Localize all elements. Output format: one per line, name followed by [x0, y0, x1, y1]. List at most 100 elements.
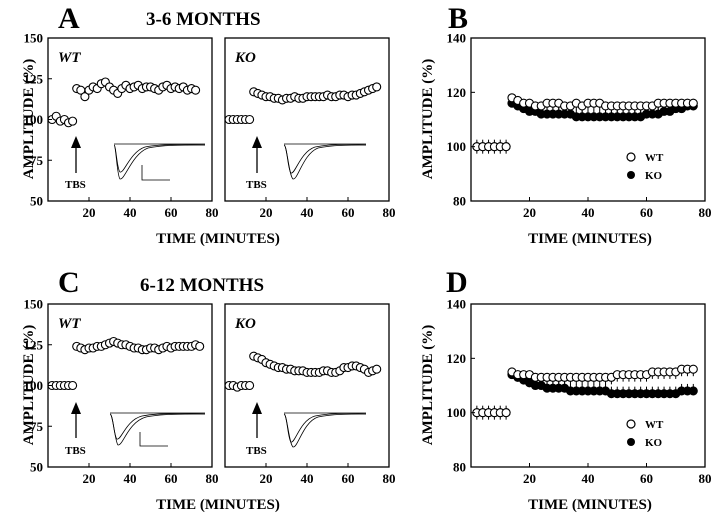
panel-a-ko: 20 40 60 80 KO TBS: [224, 37, 396, 220]
data-point-wt: [688, 364, 698, 374]
data-point: [80, 92, 90, 102]
data-point: [68, 116, 78, 126]
trace-inset: [283, 143, 367, 180]
y-tick-label: 120: [447, 85, 467, 100]
genotype-label-wt: WT: [58, 50, 81, 66]
x-tick-label: 40: [124, 205, 137, 220]
x-axis-title: TIME (MINUTES): [156, 231, 280, 247]
y-tick-label: 80: [453, 460, 466, 475]
data-point: [372, 364, 382, 374]
y-tick-label: 50: [30, 460, 43, 475]
x-axis-title: TIME (MINUTES): [156, 497, 280, 513]
y-tick-label: 100: [24, 112, 44, 127]
y-tick-label: 80: [453, 194, 466, 209]
tbs-label: TBS: [246, 445, 267, 457]
x-tick-label: 20: [523, 205, 536, 220]
panel-b-letter: B: [448, 2, 468, 35]
data-point-wt: [501, 142, 511, 152]
y-tick-label: 120: [447, 351, 467, 366]
y-tick-label: 75: [30, 419, 44, 434]
y-tick-label: 100: [24, 378, 44, 393]
x-tick-label: 20: [83, 471, 96, 486]
x-tick-label: 80: [206, 205, 219, 220]
legend-marker-ko: [627, 438, 635, 446]
x-tick-label: 60: [342, 205, 355, 220]
x-tick-label: 40: [582, 205, 595, 220]
y-tick-label: 125: [24, 71, 44, 86]
panel-a-title: 3-6 MONTHS: [146, 9, 261, 30]
x-tick-label: 40: [301, 471, 314, 486]
legend-label-ko: KO: [645, 437, 663, 449]
trace-inset: [113, 143, 206, 181]
y-tick-label: 140: [447, 297, 467, 312]
x-tick-label: 80: [699, 471, 712, 486]
y-tick-label: 150: [24, 31, 44, 46]
panel-d-letter: D: [446, 266, 468, 299]
y-tick-label: 50: [30, 194, 43, 209]
data-point: [191, 85, 201, 95]
x-axis-title: TIME (MINUTES): [528, 497, 652, 513]
y-tick-label: 140: [447, 31, 467, 46]
x-tick-label: 60: [342, 471, 355, 486]
x-tick-label: 40: [301, 205, 314, 220]
x-tick-label: 60: [640, 205, 653, 220]
legend-label-ko: KO: [645, 170, 663, 182]
axis-ticks: 20 40 60 80 80 100 120 140: [447, 31, 712, 221]
data-points: [224, 351, 382, 392]
x-tick-label: 20: [523, 471, 536, 486]
data-points: [472, 364, 698, 420]
panel-c-letter: C: [58, 266, 80, 299]
data-point: [372, 82, 382, 92]
x-tick-label: 80: [383, 471, 396, 486]
x-tick-label: 20: [260, 471, 273, 486]
x-tick-label: 80: [699, 205, 712, 220]
data-point-wt: [688, 98, 698, 108]
trace-inset: [283, 412, 367, 448]
y-tick-label: 100: [447, 139, 467, 154]
genotype-label-ko: KO: [234, 316, 256, 332]
data-point: [245, 380, 255, 391]
axis-ticks: 20 40 60 80 50 75 100 125 150: [24, 297, 219, 487]
legend: WT KO: [626, 419, 664, 449]
panel-b: 20 40 60 80 80 100 120 140 WT KO: [447, 31, 712, 221]
panel-c-title: 6-12 MONTHS: [140, 275, 264, 296]
panel-a-wt: 20 40 60 80 50 75 100 125 150 WT TBS: [24, 31, 219, 221]
data-points: [224, 82, 382, 125]
tbs-arrow: [252, 402, 262, 438]
legend-label-wt: WT: [645, 419, 664, 431]
data-points: [47, 336, 205, 391]
data-point: [195, 341, 205, 351]
y-tick-label: 150: [24, 297, 44, 312]
x-tick-label: 40: [124, 471, 137, 486]
x-axis-title: TIME (MINUTES): [528, 231, 652, 247]
genotype-label-ko: KO: [234, 50, 256, 66]
legend-marker-wt: [626, 419, 636, 429]
data-point: [245, 114, 255, 125]
y-tick-label: 100: [447, 405, 467, 420]
axis-ticks: 20 40 60 80 80 100 120 140: [447, 297, 712, 487]
legend-marker-wt: [626, 152, 636, 162]
tbs-arrow: [71, 402, 81, 438]
tbs-label: TBS: [246, 179, 267, 191]
y-axis-title: AMPLITUDE (%): [21, 59, 37, 179]
panel-a-letter: A: [58, 2, 80, 35]
legend-marker-ko: [627, 171, 635, 179]
data-point: [68, 380, 78, 391]
x-tick-label: 20: [83, 205, 96, 220]
x-tick-label: 60: [165, 205, 178, 220]
data-point-wt: [501, 408, 511, 418]
axis-ticks: 20 40 60 80: [260, 463, 396, 486]
y-axis-title: AMPLITUDE (%): [21, 325, 37, 445]
panel-c-wt: 20 40 60 80 50 75 100 125 150 WT TBS: [24, 297, 219, 487]
tbs-arrow: [252, 136, 262, 173]
x-tick-label: 80: [206, 471, 219, 486]
genotype-label-wt: WT: [58, 316, 81, 332]
legend: WT KO: [626, 152, 664, 182]
data-points: [47, 77, 201, 128]
x-tick-label: 80: [383, 205, 396, 220]
data-points: [472, 93, 698, 154]
legend-label-wt: WT: [645, 152, 664, 164]
y-tick-label: 75: [30, 153, 44, 168]
x-tick-label: 60: [165, 471, 178, 486]
y-axis-title: AMPLITUDE (%): [420, 59, 436, 179]
